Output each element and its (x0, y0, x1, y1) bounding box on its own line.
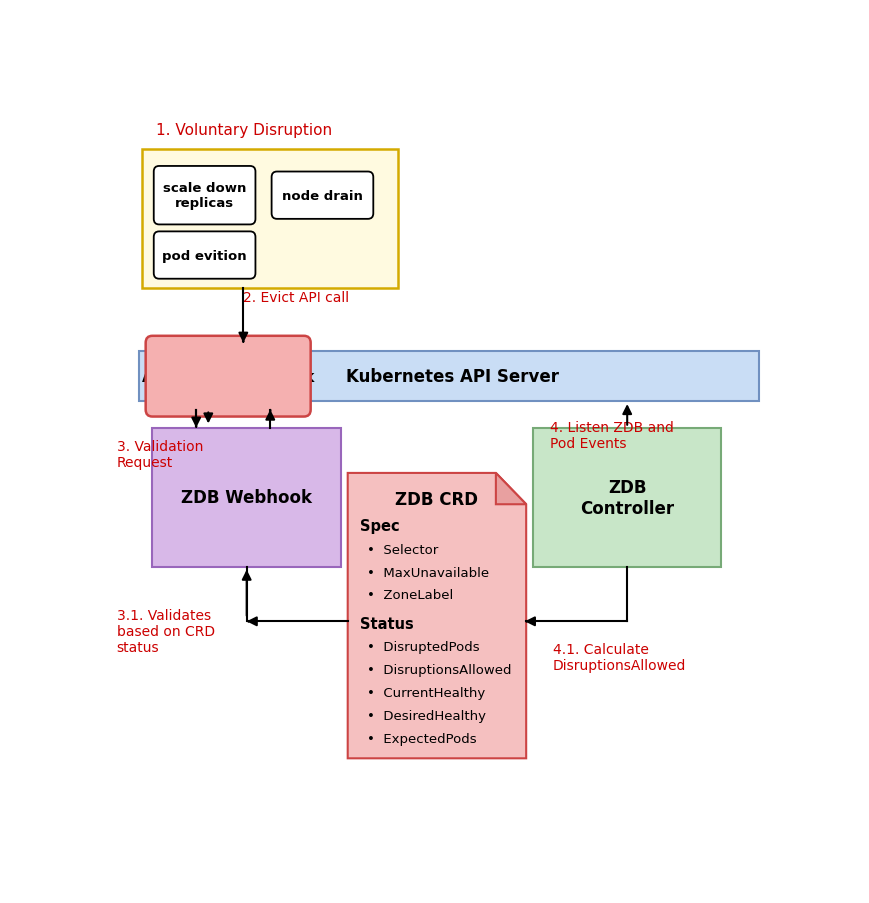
Text: ZDB CRD: ZDB CRD (395, 491, 479, 508)
Text: scale down
replicas: scale down replicas (163, 182, 246, 210)
Text: 1. Voluntary Disruption: 1. Voluntary Disruption (156, 123, 332, 137)
Text: •  ZoneLabel: • ZoneLabel (367, 589, 453, 601)
FancyBboxPatch shape (533, 428, 721, 567)
FancyBboxPatch shape (139, 352, 759, 402)
FancyBboxPatch shape (154, 232, 255, 279)
Text: •  Selector: • Selector (367, 543, 438, 556)
Text: •  ExpectedPods: • ExpectedPods (367, 732, 476, 745)
Text: 4. Listen ZDB and
Pod Events: 4. Listen ZDB and Pod Events (550, 420, 673, 451)
Text: ZDB
Controller: ZDB Controller (580, 479, 674, 517)
Text: •  DesiredHealthy: • DesiredHealthy (367, 709, 486, 722)
Text: •  CurrentHealthy: • CurrentHealthy (367, 686, 485, 699)
Text: pod evition: pod evition (163, 249, 247, 262)
Text: Admission Webhook: Admission Webhook (143, 369, 315, 385)
Text: ZDB Webhook: ZDB Webhook (182, 489, 312, 507)
Text: Status: Status (360, 616, 414, 631)
Text: 3. Validation
Request: 3. Validation Request (116, 440, 203, 470)
Text: 4.1. Calculate
DisruptionsAllowed: 4.1. Calculate DisruptionsAllowed (554, 643, 687, 673)
FancyBboxPatch shape (143, 150, 398, 289)
Text: 2. Evict API call: 2. Evict API call (243, 291, 349, 304)
Text: 3.1. Validates
based on CRD
status: 3.1. Validates based on CRD status (116, 608, 215, 655)
FancyBboxPatch shape (146, 337, 311, 417)
Text: •  DisruptedPods: • DisruptedPods (367, 640, 479, 653)
Text: node drain: node drain (282, 190, 363, 202)
FancyBboxPatch shape (152, 428, 341, 567)
FancyBboxPatch shape (272, 172, 374, 219)
Text: •  DisruptionsAllowed: • DisruptionsAllowed (367, 663, 511, 676)
Text: •  MaxUnavailable: • MaxUnavailable (367, 566, 488, 579)
Text: Spec: Spec (360, 518, 400, 534)
FancyBboxPatch shape (154, 167, 255, 225)
Text: Kubernetes API Server: Kubernetes API Server (346, 368, 559, 386)
Polygon shape (348, 473, 526, 759)
Polygon shape (496, 473, 526, 505)
